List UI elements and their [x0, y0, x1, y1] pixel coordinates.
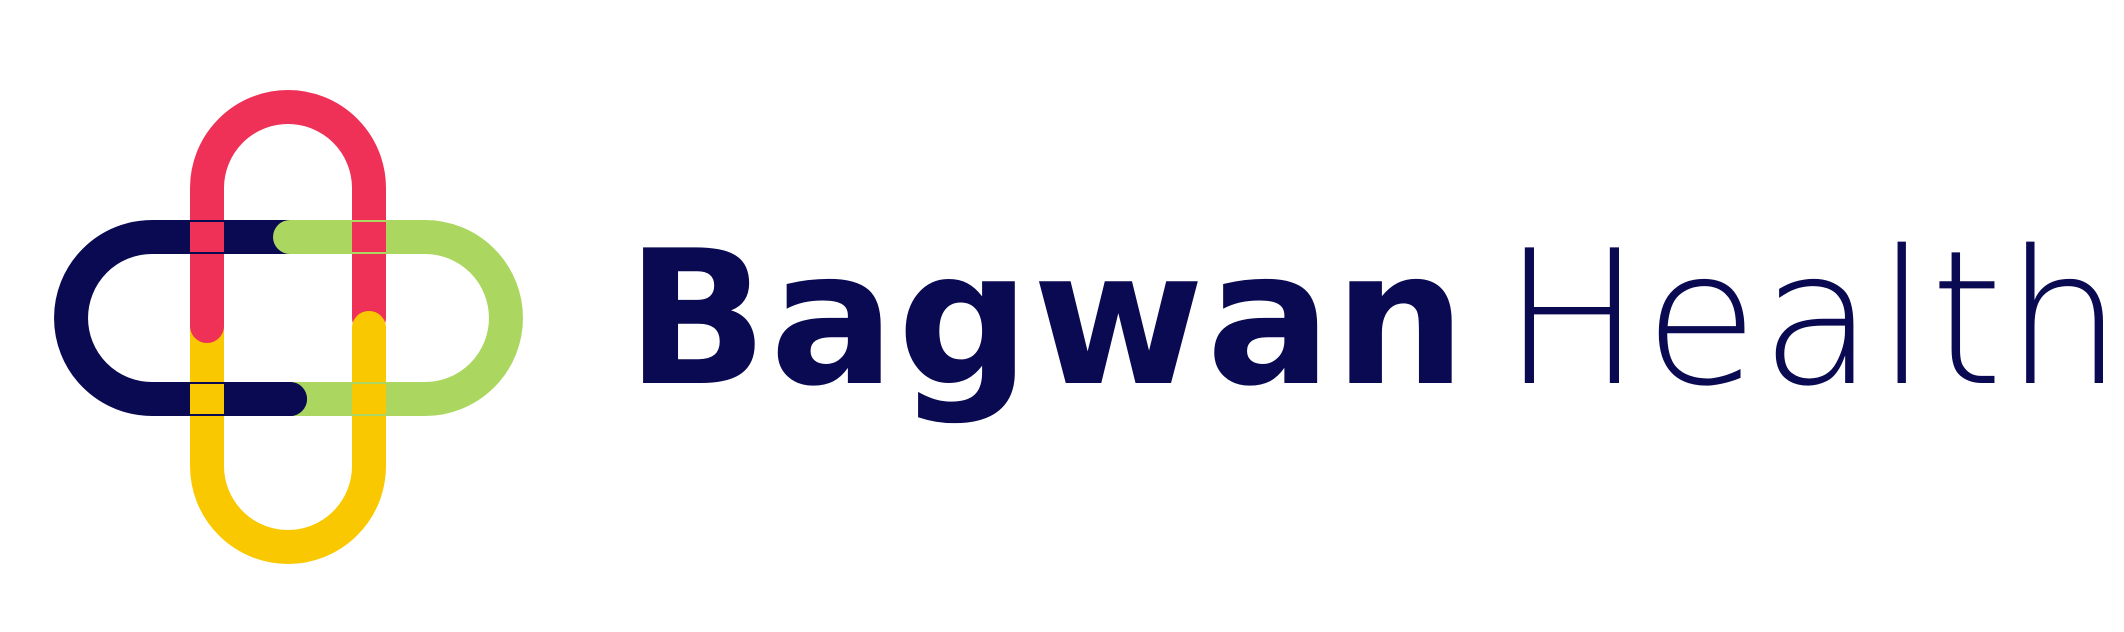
- wordmark: Bagwan Health: [626, 226, 2124, 426]
- brand-name-primary: Bagwan: [626, 210, 1469, 427]
- red-link: [190, 90, 386, 343]
- brand-name-secondary: Health: [1502, 210, 2124, 427]
- interlocking-cross-links-logo-icon: [54, 90, 523, 564]
- navy-link: [54, 220, 307, 416]
- green-link: [273, 220, 523, 416]
- yellow-link: [190, 311, 386, 564]
